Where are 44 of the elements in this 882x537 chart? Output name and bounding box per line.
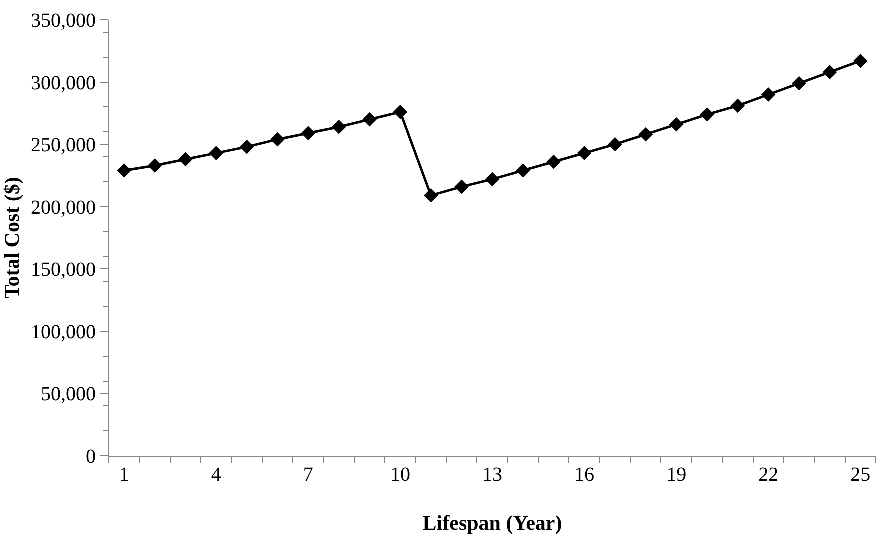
point xyxy=(454,180,469,194)
x-axis-title: Lifespan (Year) xyxy=(422,511,562,536)
point xyxy=(577,146,592,160)
x-tick-label: 13 xyxy=(482,464,502,486)
y-axis-title: Total Cost ($) xyxy=(0,177,24,299)
x-tick-label: 10 xyxy=(390,464,410,486)
point xyxy=(362,112,377,127)
x-tick-label: 16 xyxy=(574,464,595,486)
point xyxy=(270,132,285,147)
y-tick-label: 200,000 xyxy=(31,196,96,219)
x-tick-label: 4 xyxy=(211,464,222,486)
x-tick-label: 22 xyxy=(758,464,779,486)
point xyxy=(516,164,530,178)
y-tick-label: 50,000 xyxy=(41,384,96,406)
point xyxy=(730,98,746,114)
y-tick-label: 350,000 xyxy=(31,10,96,32)
point xyxy=(117,164,132,178)
x-tick-label: 7 xyxy=(303,464,314,486)
point xyxy=(209,146,224,160)
x-tick-label: 19 xyxy=(666,464,687,486)
point xyxy=(854,54,868,68)
y-tick-label: 300,000 xyxy=(31,72,96,94)
point xyxy=(332,120,346,134)
point xyxy=(301,126,316,141)
point xyxy=(148,158,162,173)
point xyxy=(393,105,408,120)
point xyxy=(792,76,806,91)
point xyxy=(485,172,500,187)
x-tick-label: 1 xyxy=(119,464,130,486)
y-tick-label: 250,000 xyxy=(31,134,96,157)
point xyxy=(700,108,714,122)
y-tick-label: 100,000 xyxy=(31,321,96,344)
point xyxy=(240,140,254,154)
x-tick-label: 25 xyxy=(850,464,871,486)
point xyxy=(638,127,654,142)
point xyxy=(822,65,838,80)
point xyxy=(761,88,776,102)
point xyxy=(424,188,438,203)
y-tick-label: 150,000 xyxy=(31,259,96,282)
point xyxy=(178,152,193,167)
y-tick-label: 0 xyxy=(86,446,96,468)
point xyxy=(546,154,562,170)
point xyxy=(669,117,684,132)
point xyxy=(608,137,622,152)
